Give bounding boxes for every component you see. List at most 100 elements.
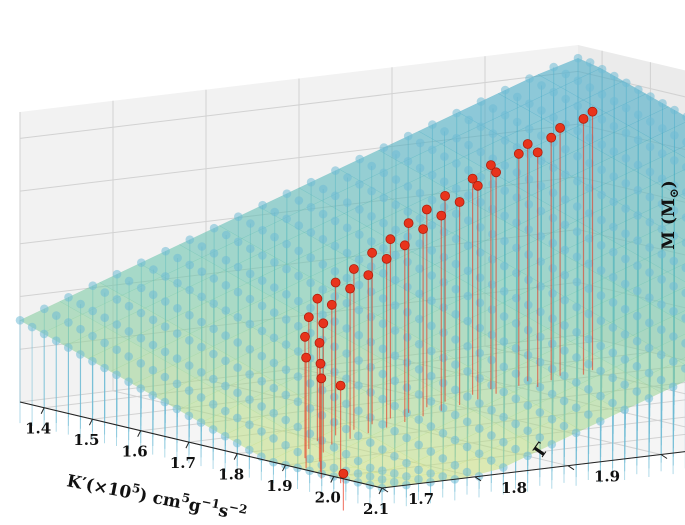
- x-tick-mark: [137, 430, 142, 437]
- data-point: [609, 172, 618, 181]
- highlight-point: [513, 148, 524, 159]
- data-point: [379, 269, 388, 278]
- data-point: [197, 342, 206, 352]
- data-point: [657, 249, 666, 259]
- data-point: [524, 200, 534, 209]
- data-point: [330, 241, 340, 251]
- data-point: [450, 410, 460, 420]
- highlight-point: [546, 132, 557, 143]
- data-point: [548, 339, 557, 349]
- data-point: [196, 393, 206, 402]
- data-point: [172, 354, 182, 363]
- data-point: [173, 304, 182, 313]
- highlight-point: [315, 358, 326, 369]
- data-point: [391, 175, 401, 184]
- data-point: [318, 184, 328, 194]
- data-point: [645, 167, 655, 177]
- data-point: [402, 433, 411, 443]
- data-point: [523, 401, 533, 410]
- data-point: [646, 92, 655, 101]
- data-point: [488, 254, 497, 264]
- data-point: [488, 229, 497, 239]
- data-point: [451, 385, 460, 395]
- data-point: [367, 186, 376, 196]
- data-point: [451, 335, 460, 344]
- highlight-point: [363, 270, 374, 281]
- data-point: [487, 355, 497, 365]
- data-point: [88, 281, 98, 291]
- data-point: [172, 379, 182, 389]
- data-point: [209, 223, 219, 233]
- data-point: [427, 321, 436, 331]
- highlight-point: [385, 234, 396, 245]
- data-point: [476, 97, 486, 106]
- data-point: [597, 190, 606, 200]
- data-point: [390, 326, 400, 335]
- data-point: [559, 396, 569, 406]
- data-point: [585, 133, 594, 143]
- data-point: [257, 276, 267, 285]
- data-point: [535, 408, 545, 417]
- data-point: [597, 90, 607, 99]
- data-point: [27, 322, 37, 332]
- data-point: [621, 103, 631, 113]
- data-point: [608, 323, 618, 332]
- data-point: [451, 284, 461, 294]
- data-point: [379, 168, 389, 178]
- data-point: [669, 307, 678, 316]
- data-point: [379, 193, 389, 203]
- data-point: [572, 202, 582, 211]
- data-point: [511, 394, 521, 404]
- data-point: [414, 475, 423, 484]
- data-point: [197, 317, 206, 327]
- data-point: [438, 403, 448, 413]
- data-point: [584, 309, 594, 319]
- data-point: [173, 253, 182, 263]
- data-point: [257, 427, 266, 436]
- data-point: [500, 136, 510, 145]
- data-point: [64, 293, 73, 302]
- highlight-point: [418, 224, 429, 235]
- data-point: [645, 293, 654, 303]
- data-point: [257, 326, 267, 336]
- data-point: [197, 242, 207, 251]
- data-point: [294, 271, 303, 281]
- data-point: [571, 403, 581, 413]
- data-point: [476, 172, 485, 182]
- data-point: [645, 192, 655, 202]
- data-point: [547, 364, 557, 374]
- x-tick-mark: [88, 418, 93, 426]
- data-point: [160, 322, 170, 332]
- data-point: [487, 305, 497, 314]
- data-point: [681, 364, 685, 373]
- data-point: [560, 195, 570, 204]
- data-point: [681, 188, 685, 197]
- data-point: [197, 292, 206, 302]
- data-point: [124, 327, 134, 336]
- data-point: [341, 449, 351, 459]
- data-point: [450, 435, 460, 445]
- data-point: [499, 287, 509, 296]
- data-point: [391, 200, 401, 210]
- data-point: [572, 252, 582, 262]
- data-point: [511, 419, 520, 429]
- data-point: [427, 195, 437, 205]
- data-point: [633, 110, 643, 120]
- highlight-point: [367, 247, 378, 258]
- data-point: [621, 254, 630, 264]
- data-point: [160, 397, 170, 407]
- data-point: [378, 369, 388, 379]
- data-point: [136, 359, 146, 368]
- data-point: [390, 376, 400, 386]
- data-point: [462, 467, 472, 477]
- data-point: [621, 204, 630, 213]
- highlight-point: [348, 264, 359, 274]
- data-point: [329, 417, 339, 427]
- data-point: [487, 405, 496, 415]
- data-point: [173, 278, 182, 288]
- data-point: [221, 356, 230, 366]
- data-point: [124, 301, 134, 311]
- data-point: [487, 431, 496, 440]
- data-point: [281, 440, 290, 450]
- data-point: [257, 351, 267, 361]
